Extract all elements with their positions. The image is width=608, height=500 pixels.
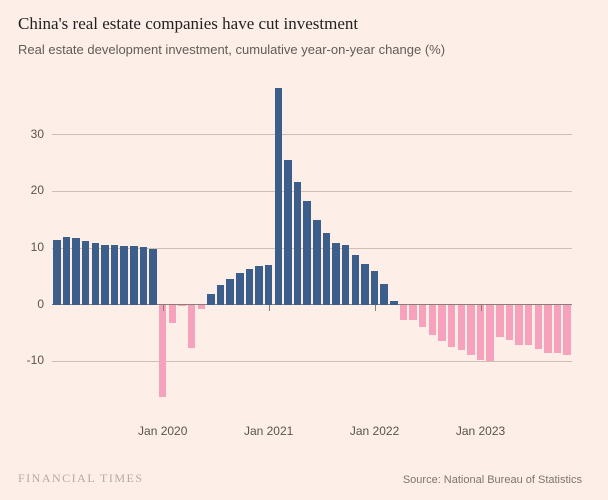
x-tick [481,305,482,311]
bar [284,160,292,305]
bar [409,305,417,320]
chart-subtitle: Real estate development investment, cumu… [18,42,445,57]
bar [544,305,552,353]
bar [63,237,71,305]
x-tick [269,305,270,311]
bar [198,305,206,309]
bar [101,245,109,305]
bar [515,305,523,346]
bar [53,240,61,305]
bar [448,305,456,347]
y-axis-label: 0 [14,297,44,311]
bar [275,88,283,305]
x-tick [375,305,376,311]
x-axis-label: Jan 2023 [441,424,521,438]
bar [467,305,475,355]
bar [525,305,533,346]
bar [82,241,90,304]
x-axis-label: Jan 2020 [123,424,203,438]
bar [149,249,157,305]
gridline [52,191,572,192]
x-tick [163,305,164,311]
bar [313,220,321,305]
chart-frame: China's real estate companies have cut i… [0,0,608,500]
y-axis-label: 20 [14,183,44,197]
bar [352,255,360,305]
bar [169,305,177,324]
bar [246,269,254,305]
x-axis-label: Jan 2022 [335,424,415,438]
gridline [52,134,572,135]
bar [265,265,273,305]
bar [92,243,100,304]
bar [390,301,398,305]
bar [438,305,446,341]
bar [236,273,244,305]
bar [303,201,311,305]
plot-area: -100102030Jan 2020Jan 2021Jan 2022Jan 20… [52,78,572,418]
bar [419,305,427,328]
x-axis-label: Jan 2021 [229,424,309,438]
bar [563,305,571,355]
bar [380,284,388,305]
bar [207,294,215,305]
bar [188,305,196,348]
brand-label: FINANCIAL TIMES [18,471,144,486]
chart-title: China's real estate companies have cut i… [18,14,358,34]
bar [458,305,466,350]
bar [140,247,148,305]
bar [255,266,263,305]
bar [554,305,562,353]
bar [72,238,80,305]
bar [342,245,350,305]
bar [477,305,485,361]
bar [323,233,331,305]
bar [429,305,437,336]
bar [130,246,138,304]
bar [496,305,504,337]
bar [332,243,340,305]
y-axis-label: 30 [14,127,44,141]
bar [506,305,514,340]
bar [400,305,408,320]
bar [294,182,302,304]
bar [178,305,186,307]
source-label: Source: National Bureau of Statistics [403,474,582,486]
bar [371,271,379,305]
bar [535,305,543,350]
bar [361,264,369,305]
gridline [52,361,572,362]
bar [217,285,225,304]
bar [111,245,119,305]
bar [120,246,128,305]
y-axis-label: -10 [14,353,44,367]
bar [159,305,167,397]
bar [226,279,234,305]
bar [486,305,494,362]
y-axis-label: 10 [14,240,44,254]
